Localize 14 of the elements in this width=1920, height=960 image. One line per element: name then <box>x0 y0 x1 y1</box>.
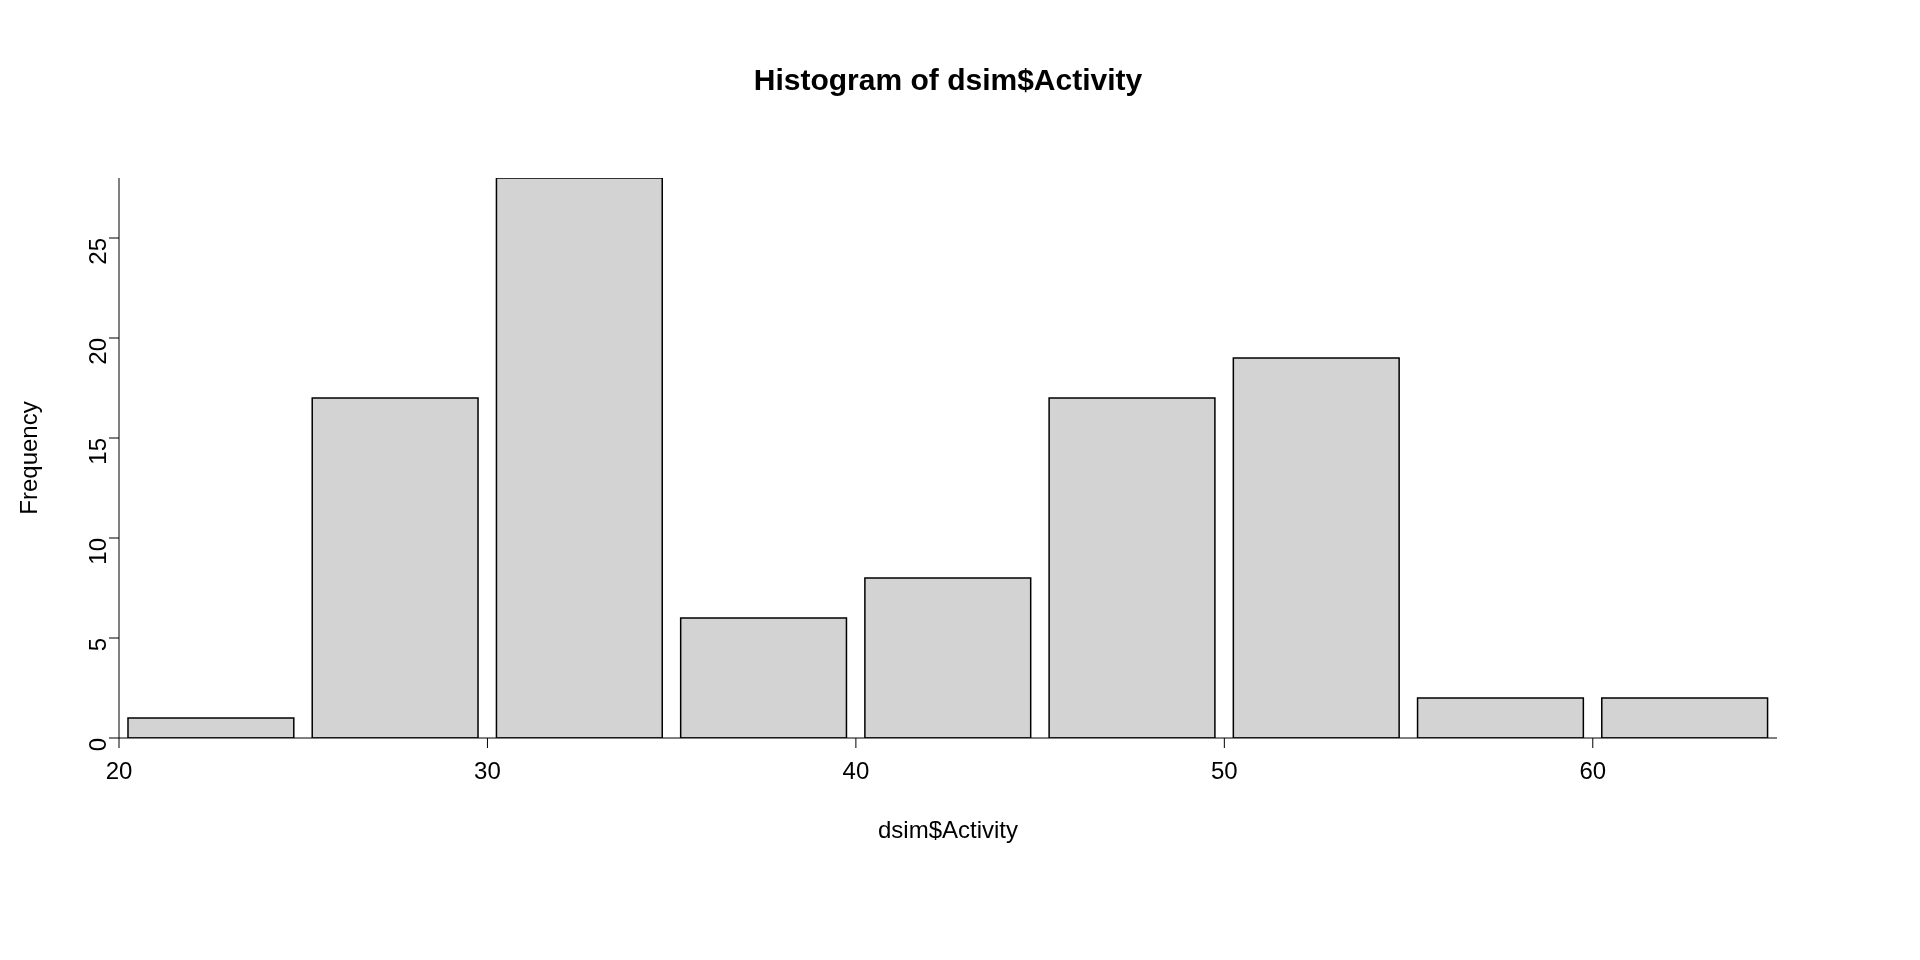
y-tick-label: 15 <box>83 438 111 465</box>
x-tick-label: 60 <box>1579 757 1607 785</box>
y-tick-label: 0 <box>83 738 111 752</box>
x-axis-title: dsim$Activity <box>877 816 1019 843</box>
x-tick-label: 50 <box>1210 757 1238 785</box>
y-tick-label: 10 <box>83 538 111 565</box>
y-tick-label: 25 <box>83 238 111 265</box>
y-tick-label: 5 <box>83 638 111 652</box>
y-axis-title: Frequency <box>14 401 42 515</box>
x-tick-label: 20 <box>105 757 133 785</box>
x-tick-label: 40 <box>842 757 870 785</box>
x-tick-label: 30 <box>474 757 501 785</box>
chart-title: Histogram of dsim$Activity <box>752 63 1144 97</box>
y-tick-label: 20 <box>83 338 111 365</box>
